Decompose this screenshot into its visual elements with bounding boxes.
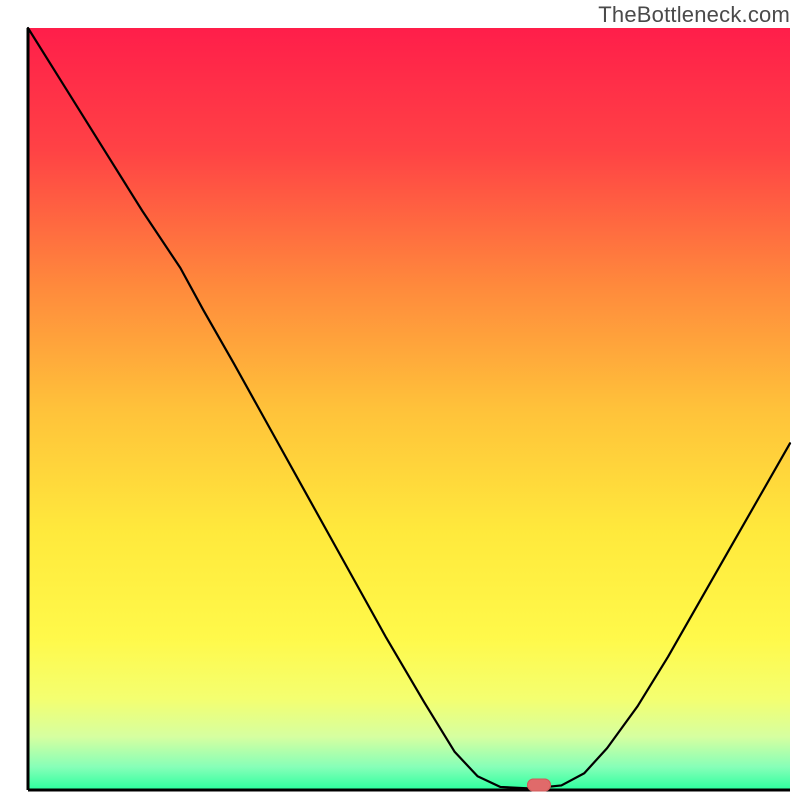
optimal-marker: [527, 779, 551, 792]
chart-root: { "watermark": { "text": "TheBottleneck.…: [0, 0, 800, 800]
watermark-text: TheBottleneck.com: [598, 2, 790, 28]
chart-overlay: [28, 28, 790, 790]
bottleneck-curve: [28, 28, 790, 788]
plot-area: [28, 28, 790, 790]
